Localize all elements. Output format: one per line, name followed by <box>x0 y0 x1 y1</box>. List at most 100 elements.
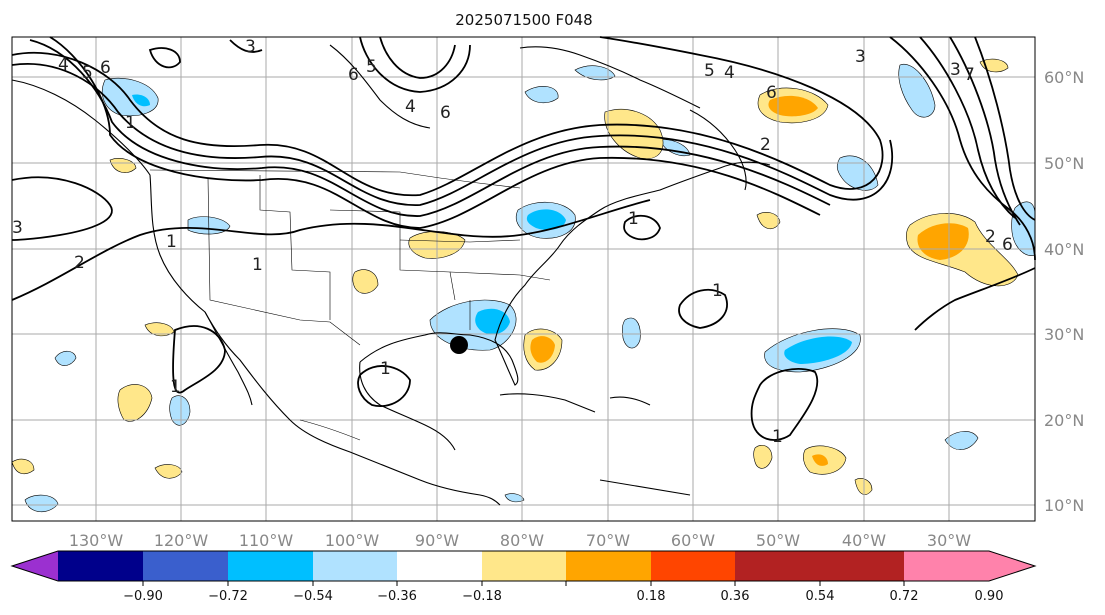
colorbar-segment <box>735 551 820 581</box>
contour-label: 6 <box>440 103 451 123</box>
coastline <box>204 311 253 406</box>
colorbar-extend-max-tip <box>904 551 1035 581</box>
positive-anomaly-shading <box>11 58 1019 495</box>
political-borders <box>149 169 551 441</box>
contour-line <box>359 36 471 93</box>
colorbar-segment <box>820 551 904 581</box>
contour-label: 2 <box>74 253 85 273</box>
shade-region <box>11 458 35 475</box>
shade-region <box>109 158 137 173</box>
contour-label: 4 <box>405 97 416 117</box>
shade-region <box>753 445 773 469</box>
lon-tick-label: 130°W <box>69 531 124 550</box>
contour-line <box>172 325 226 394</box>
lat-tick-label: 30°N <box>1044 325 1084 344</box>
contour-line <box>49 36 821 229</box>
contour-label: 4 <box>58 55 69 75</box>
contour-label: 1 <box>712 281 723 301</box>
lon-tick-label: 40°W <box>842 531 886 550</box>
contour-line <box>750 368 819 441</box>
contour-label: 6 <box>348 65 359 85</box>
contour-line <box>889 36 1036 261</box>
contour-line <box>914 267 1036 331</box>
longitude-axis: 130°W 120°W 110°W 100°W 90°W 80°W 70°W 6… <box>69 531 971 550</box>
colorbar-label: −0.90 <box>123 589 163 604</box>
lat-tick-label: 10°N <box>1044 496 1084 515</box>
contour-label: 3 <box>950 60 961 80</box>
contour-label: 3 <box>855 47 866 67</box>
shade-region <box>944 431 979 450</box>
lon-tick-label: 110°W <box>239 531 294 550</box>
colorbar-label: −0.54 <box>293 589 333 604</box>
contour-line <box>11 36 884 197</box>
border <box>399 239 521 243</box>
colorbar-label: 0.36 <box>721 589 750 604</box>
coastline <box>329 44 431 129</box>
contour-line <box>949 36 1021 226</box>
colorbar-label: 0.90 <box>975 589 1004 604</box>
lon-tick-label: 120°W <box>154 531 209 550</box>
shade-region <box>475 308 510 335</box>
shade-region <box>169 395 191 426</box>
lon-tick-label: 60°W <box>671 531 715 550</box>
contour-line <box>11 176 113 241</box>
contour-line <box>678 288 728 329</box>
colorbar-label: 0.18 <box>637 589 666 604</box>
shade-region <box>812 454 828 466</box>
contour-label: 2 <box>760 135 771 155</box>
shade-region <box>524 86 559 104</box>
shade-region <box>756 212 781 229</box>
contour-line <box>357 365 411 407</box>
lat-tick-label: 40°N <box>1044 240 1084 259</box>
coastline <box>359 161 771 386</box>
contour-label: 7 <box>964 65 975 85</box>
colorbar: −0.90 −0.72 −0.54 −0.36 −0.18 0.18 0.36 … <box>10 550 1037 604</box>
colorbar-segment <box>58 551 143 581</box>
colorbar-segment <box>397 551 482 581</box>
contour-label: 3 <box>245 37 256 57</box>
shade-region <box>54 350 77 366</box>
border <box>207 177 361 346</box>
lon-tick-label: 90°W <box>415 531 459 550</box>
shade-region <box>784 336 852 364</box>
lon-tick-label: 70°W <box>586 531 630 550</box>
contour-line <box>11 199 651 301</box>
shade-region <box>917 223 969 260</box>
lon-tick-label: 30°W <box>927 531 971 550</box>
colorbar-label: −0.18 <box>462 589 502 604</box>
contour-label: 3 <box>12 218 23 238</box>
colorbar-label: 0.54 <box>806 589 835 604</box>
colorbar-segment <box>482 551 566 581</box>
contour-label: 5 <box>704 61 715 81</box>
colorbar-segment <box>228 551 313 581</box>
contour-label: 6 <box>1002 235 1013 255</box>
colorbar-segment <box>313 551 397 581</box>
contour-label: 5 <box>82 63 93 83</box>
lon-tick-label: 50°W <box>756 531 800 550</box>
coastline <box>359 361 456 451</box>
contour-line <box>229 39 263 53</box>
shade-region <box>101 77 159 117</box>
colorbar-extend-min <box>12 551 58 581</box>
shade-region <box>504 493 525 503</box>
storm-center-marker <box>450 336 468 354</box>
lon-tick-label: 100°W <box>325 531 380 550</box>
shade-region <box>132 94 150 107</box>
lat-tick-label: 60°N <box>1044 68 1084 87</box>
shade-region <box>24 494 59 513</box>
shade-region <box>352 269 379 294</box>
contour-line <box>974 36 1036 221</box>
shade-region <box>154 464 183 479</box>
contour-label: 2 <box>985 227 996 247</box>
map-panel: 6 5 4 3 2 1 6 5 4 6 3 1 1 1 2 3 1 1 1 1 … <box>11 36 1036 522</box>
lat-tick-label: 50°N <box>1044 154 1084 173</box>
border <box>329 209 456 301</box>
contour-label: 1 <box>170 377 181 397</box>
contour-label: 4 <box>724 63 735 83</box>
contour-label: 1 <box>125 113 136 133</box>
contour-label: 6 <box>766 83 777 103</box>
border <box>449 271 551 281</box>
border <box>259 175 331 320</box>
contour-label: 1 <box>252 255 263 275</box>
